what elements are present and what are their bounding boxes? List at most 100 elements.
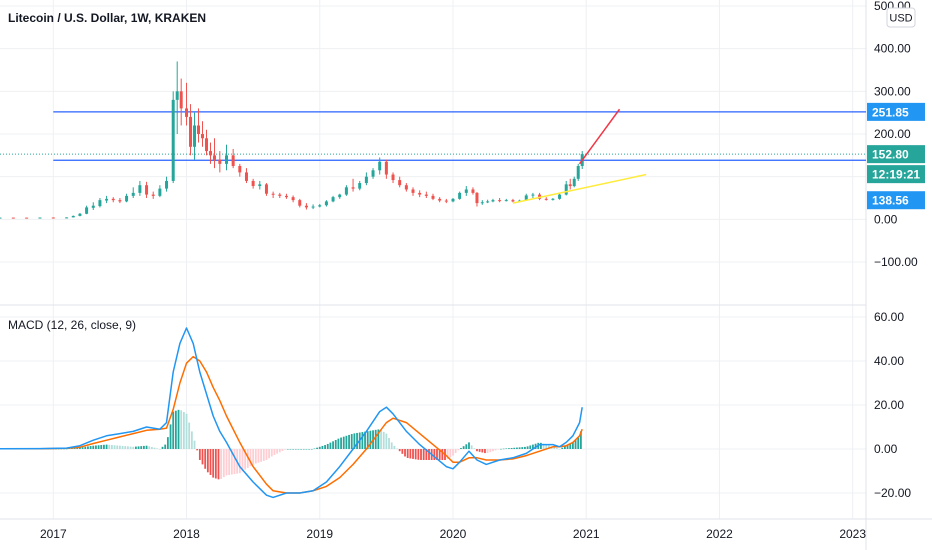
macd-hist-bar: [270, 449, 273, 457]
macd-hist-bar: [481, 449, 484, 453]
macd-hist-bar: [273, 449, 276, 455]
candle-body: [378, 161, 382, 171]
macd-hist-bar: [353, 433, 356, 449]
currency-button-frame: [886, 7, 916, 28]
macd-hist-bar: [108, 444, 111, 449]
macd-hist-bar: [382, 431, 385, 449]
trendline[interactable]: [578, 108, 621, 165]
candle-body: [264, 184, 268, 194]
macd-hist-bar: [153, 447, 156, 449]
macd-hist-bar: [569, 443, 572, 449]
macd-hist-bar: [249, 449, 252, 467]
macd-hist-bar: [177, 409, 180, 449]
time-tick-label: 2019: [306, 527, 333, 541]
price-tick-label: 300.00: [874, 84, 911, 98]
candle-body: [193, 125, 197, 147]
candle-body: [391, 174, 395, 181]
candle-body: [431, 195, 435, 199]
macd-hist-bar: [449, 449, 452, 458]
macd-hist-bar: [553, 447, 556, 449]
candle-body: [424, 194, 428, 196]
candle-body: [451, 198, 455, 202]
macd-hist-bar: [433, 449, 436, 460]
badge-251-text: 251.85: [872, 105, 909, 119]
macd-hist-bar: [521, 447, 524, 449]
candle-body: [179, 91, 183, 109]
macd-hist-bar: [540, 442, 542, 449]
macd-hist-bar: [524, 446, 526, 449]
currency-button[interactable]: USD: [886, 7, 916, 28]
macd-hist-bar: [446, 449, 449, 460]
macd-hist-bar: [548, 445, 550, 449]
macd-hist-bar: [422, 449, 425, 460]
candle-body: [398, 180, 402, 186]
candle-body: [331, 197, 335, 202]
trendline[interactable]: [512, 173, 647, 204]
macd-hist-bar: [198, 449, 201, 460]
macd-hist-bar: [350, 434, 353, 449]
macd-hist-bar: [436, 449, 438, 460]
macd-hist-bar: [222, 449, 225, 478]
candle-body: [171, 99, 175, 181]
price-badges: 251.85 152.80 12:19:21 138.56: [867, 102, 925, 210]
macd-hist-bar: [342, 436, 345, 449]
macd-hist-bar: [497, 449, 500, 450]
macd-hist-bar: [289, 449, 292, 450]
candle-body: [404, 185, 408, 190]
candle-body: [131, 192, 135, 196]
candle-body: [11, 217, 15, 219]
candle-body: [544, 198, 548, 200]
macd-hist-bar: [364, 431, 366, 449]
macd-hist-bar: [214, 449, 217, 479]
macd-hist-bar: [71, 448, 73, 449]
macd-hist-bar: [518, 447, 521, 449]
macd-hist-bar: [473, 448, 476, 449]
macd-hist-bar: [326, 443, 329, 449]
macd-hist-bar: [111, 445, 113, 449]
macd-hist-bar: [468, 442, 470, 449]
macd-hist-bar: [460, 448, 462, 449]
macd-tick-label: 40.00: [874, 354, 904, 368]
candle-body: [418, 192, 422, 195]
macd-hist-bar: [188, 422, 191, 449]
candle-body: [291, 197, 295, 201]
candle-body: [524, 195, 528, 201]
candle-body: [411, 189, 415, 193]
macd-hist-bar: [281, 449, 284, 451]
macd-hist-bar: [297, 449, 300, 450]
candle-body: [351, 187, 355, 189]
candle-body: [486, 201, 490, 203]
candle-body: [175, 91, 179, 100]
macd-hist-bar: [73, 447, 76, 449]
candle-body: [78, 213, 82, 216]
macd-hist-bar: [286, 449, 289, 450]
candle-body: [258, 184, 262, 187]
macd-hist-bar: [252, 449, 255, 465]
horizontal-lines[interactable]: [0, 111, 866, 161]
macd-hist-bar: [561, 447, 564, 449]
macd-hist-bar: [105, 444, 108, 449]
macd-hist-bar: [478, 449, 481, 452]
macd-hist-bar: [388, 438, 390, 449]
candle-body: [384, 161, 388, 175]
macd-hist-bar: [334, 439, 337, 449]
macd-hist-bar: [454, 449, 457, 453]
trendlines[interactable]: [512, 108, 647, 204]
macd-hist-bar: [97, 445, 100, 449]
macd-hist-bar: [134, 446, 137, 449]
macd-hist-bar: [380, 430, 382, 449]
macd-hist-bar: [89, 446, 92, 449]
macd-hist-bar: [244, 449, 247, 470]
macd-hist-bar: [220, 449, 223, 479]
macd-hist-bar: [377, 429, 380, 449]
macd-hist-bar: [212, 449, 215, 478]
macd-hist-bar: [529, 445, 532, 449]
macd-hist-bar: [374, 429, 377, 449]
macd-hist-bar: [526, 446, 529, 449]
macd-hist-bar: [238, 449, 241, 474]
macd-hist-bar: [313, 448, 316, 450]
macd-hist-bar: [113, 445, 116, 449]
macd-hist-bar: [462, 446, 465, 449]
candle-body: [318, 205, 322, 207]
